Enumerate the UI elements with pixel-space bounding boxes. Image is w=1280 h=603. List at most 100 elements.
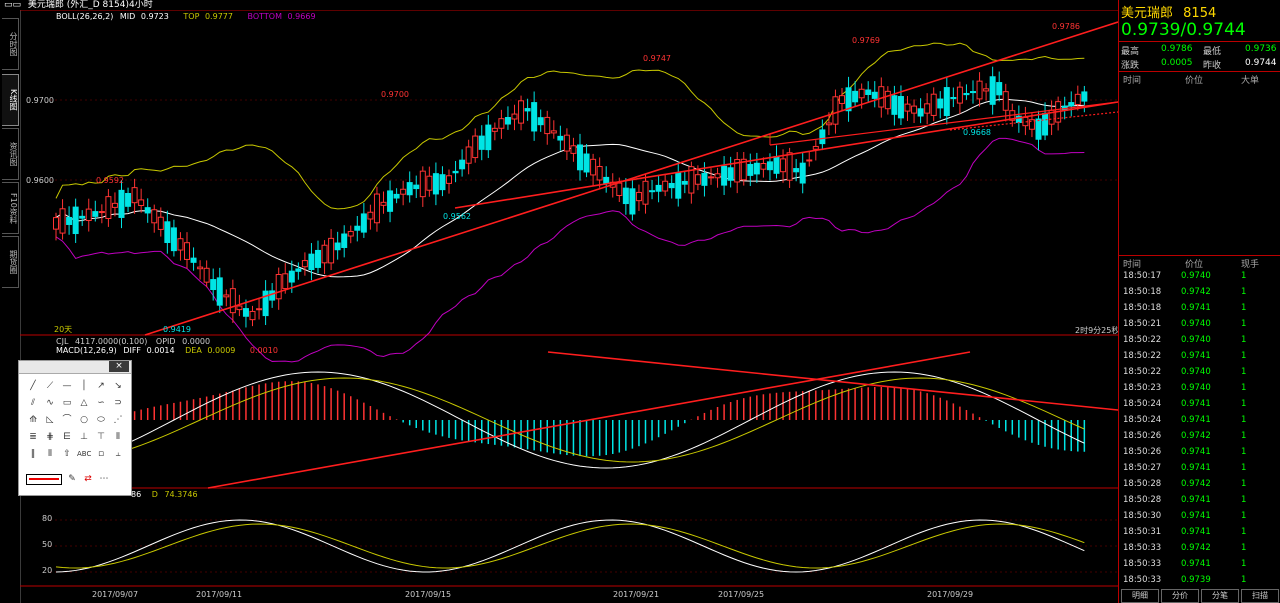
line-style-tool[interactable] <box>26 474 62 485</box>
more-tools-icon[interactable]: ⋯ <box>99 474 109 484</box>
tick-row[interactable]: 18:50:22 0.9740 1 <box>1119 364 1279 380</box>
vlines-icon[interactable]: ‖ <box>30 449 36 459</box>
tick-price: 0.9741 <box>1181 415 1211 425</box>
candle-body <box>681 180 688 185</box>
bars-icon[interactable]: ⦀ <box>116 432 120 442</box>
tick-row[interactable]: 18:50:18 0.9741 1 <box>1119 300 1279 316</box>
channel-icon[interactable]: ⟰ <box>29 415 37 425</box>
tab-f10[interactable]: F10资料 <box>2 182 19 234</box>
tick-time: 18:50:18 <box>1123 287 1162 297</box>
tick-row[interactable]: 18:50:22 0.9741 1 <box>1119 348 1279 364</box>
tab-timeshare[interactable]: 分时图 <box>2 18 19 70</box>
tick-time: 18:50:21 <box>1123 319 1162 329</box>
tick-row[interactable]: 18:50:17 0.9740 1 <box>1119 268 1279 284</box>
tick-row[interactable]: 18:50:28 0.9741 1 <box>1119 492 1279 508</box>
gann-icon[interactable]: ⌒ <box>62 415 72 425</box>
tick-row[interactable]: 18:50:33 0.9741 1 <box>1119 556 1279 572</box>
kline-chart[interactable] <box>20 10 1118 603</box>
arrow-up-icon[interactable]: ↗ <box>97 381 105 391</box>
tick-row[interactable]: 18:50:18 0.9742 1 <box>1119 284 1279 300</box>
tab-price-distribution[interactable]: 分价 <box>1161 589 1199 603</box>
trend-line <box>144 21 1118 336</box>
candle-body <box>354 225 361 231</box>
tick-row[interactable]: 18:50:26 0.9742 1 <box>1119 428 1279 444</box>
tick-price: 0.9742 <box>1181 479 1211 489</box>
toolbox-header[interactable]: × <box>19 361 131 374</box>
cycle-icon[interactable]: ⊥ <box>80 432 88 442</box>
candle-body <box>334 242 341 251</box>
divider <box>1119 71 1280 72</box>
prev-close-label: 昨收 <box>1203 61 1222 71</box>
polyline-icon[interactable]: ∿ <box>46 398 54 408</box>
tick-qty: 1 <box>1241 511 1247 521</box>
candle-body <box>459 159 466 170</box>
tick-row[interactable]: 18:50:30 0.9741 1 <box>1119 508 1279 524</box>
candle-body <box>963 92 970 96</box>
up-arrow-icon[interactable]: ⇧ <box>63 449 71 459</box>
toolbox-close-button[interactable]: × <box>109 361 129 372</box>
arc-icon[interactable]: ⊃ <box>114 398 122 408</box>
tick-row[interactable]: 18:50:28 0.9742 1 <box>1119 476 1279 492</box>
eraser-icon[interactable]: ✎ <box>68 474 76 484</box>
grid-icon[interactable]: ⫴ <box>48 449 52 459</box>
tick-row[interactable]: 18:50:22 0.9740 1 <box>1119 332 1279 348</box>
circle-icon[interactable]: ○ <box>80 415 88 425</box>
fib-arc-icon[interactable]: ⋿ <box>63 432 71 442</box>
parallel-icon[interactable]: ⫽ <box>30 398 35 408</box>
tab-ticks[interactable]: 分笔 <box>1201 589 1239 603</box>
text-icon[interactable]: ABC <box>77 450 92 458</box>
candle-body <box>675 172 682 199</box>
hline-icon[interactable]: — <box>62 381 72 391</box>
candle-body <box>786 152 793 181</box>
tick-row[interactable]: 18:50:27 0.9741 1 <box>1119 460 1279 476</box>
annotation-high-4: 0.9769 <box>852 36 880 45</box>
ruler-icon[interactable]: ▫ <box>97 449 105 459</box>
tick-time: 18:50:33 <box>1123 559 1162 569</box>
tick-row[interactable]: 18:50:33 0.9742 1 <box>1119 540 1279 556</box>
drawing-toolbox[interactable]: × ╱ ⟋ — │ ↗ ↘ ⫽ ∿ ▭ △ ∽ ⊃ ⟰ ◺ ⌒ ○ ⬭ ⋰ ≣ ⋕ ⋿ ⊥ ⊤ ⦀ ‖ ⫴ ⇧ ABC ▫ ⫠ ✎ ⇄ ⋯ <box>18 360 132 496</box>
big-orders-header-big: 大单 <box>1241 76 1260 86</box>
vline-icon[interactable]: │ <box>81 381 87 391</box>
color-tool-icon[interactable]: ⇄ <box>84 474 92 484</box>
low-value: 0.9736 <box>1245 44 1277 54</box>
macd-dea-line <box>55 377 1085 463</box>
tick-row[interactable]: 18:50:26 0.9741 1 <box>1119 444 1279 460</box>
candle-body <box>924 103 931 114</box>
tick-row[interactable]: 18:50:23 0.9740 1 <box>1119 380 1279 396</box>
line-icon[interactable]: ╱ <box>30 381 36 391</box>
tick-row[interactable]: 18:50:33 0.9739 1 <box>1119 572 1279 588</box>
ray-icon[interactable]: ⟋ <box>46 381 54 391</box>
tab-scan[interactable]: 扫描 <box>1241 589 1279 603</box>
tick-price: 0.9740 <box>1181 383 1211 393</box>
tick-time: 18:50:27 <box>1123 463 1162 473</box>
candle-body <box>387 190 394 212</box>
tick-time: 18:50:22 <box>1123 335 1162 345</box>
annotation-high-3: 0.9747 <box>643 54 671 63</box>
tab-detail[interactable]: 明细 <box>1121 589 1159 603</box>
tick-row[interactable]: 18:50:31 0.9741 1 <box>1119 524 1279 540</box>
rect-icon[interactable]: ▭ <box>62 398 72 408</box>
tab-futures[interactable]: 期货圈 <box>2 236 19 288</box>
sign-icon[interactable]: ⫠ <box>115 449 121 459</box>
fan-icon[interactable]: ◺ <box>46 415 54 425</box>
wave-icon[interactable]: ∽ <box>97 398 105 408</box>
tab-kline[interactable]: K线图 <box>2 74 19 126</box>
speed-icon[interactable]: ⋰ <box>113 415 123 425</box>
tick-row[interactable]: 18:50:21 0.9740 1 <box>1119 316 1279 332</box>
ellipse-icon[interactable]: ⬭ <box>97 415 105 425</box>
change-value: 0.0005 <box>1161 58 1193 68</box>
tick-qty: 1 <box>1241 271 1247 281</box>
tick-time: 18:50:22 <box>1123 367 1162 377</box>
trend-lines[interactable] <box>144 21 1118 336</box>
symbol-name: 美元瑞郎 <box>1121 6 1174 21</box>
triangle-icon[interactable]: △ <box>80 398 88 408</box>
fib-fan-icon[interactable]: ⋕ <box>46 432 54 442</box>
tab-news[interactable]: 资讯图 <box>2 128 19 180</box>
tick-price: 0.9741 <box>1181 351 1211 361</box>
period-icon[interactable]: ⊤ <box>97 432 105 442</box>
candle-body <box>203 267 210 283</box>
fib-icon[interactable]: ≣ <box>29 432 37 442</box>
tick-row[interactable]: 18:50:24 0.9741 1 <box>1119 396 1279 412</box>
tick-row[interactable]: 18:50:24 0.9741 1 <box>1119 412 1279 428</box>
arrow-down-icon[interactable]: ↘ <box>114 381 122 391</box>
